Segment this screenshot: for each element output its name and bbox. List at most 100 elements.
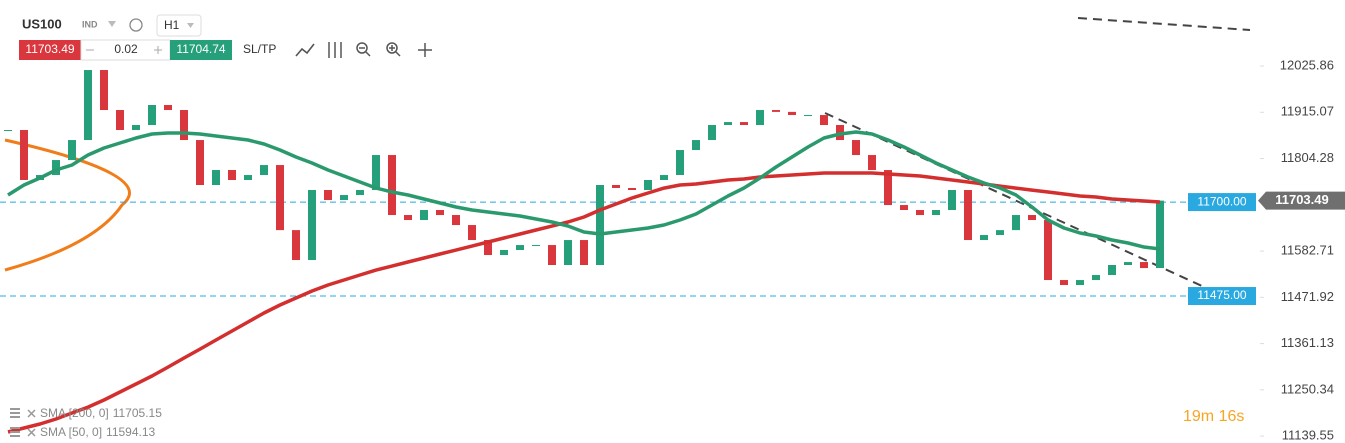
legend-name: SMA [50, 0] — [40, 425, 102, 439]
candle — [676, 150, 684, 176]
candle — [612, 185, 620, 189]
candle — [196, 140, 204, 186]
candle — [1012, 215, 1020, 231]
candle — [436, 210, 444, 216]
sltp-button[interactable]: SL/TP — [243, 42, 276, 56]
candle — [1044, 220, 1052, 281]
price-level-box — [1188, 287, 1256, 306]
candle — [260, 165, 268, 176]
line-icon[interactable] — [295, 43, 315, 57]
y-tick-label: 11915.07 — [1281, 104, 1334, 119]
candle — [692, 140, 700, 151]
trend-line — [1077, 17, 1251, 31]
legend-value: 11705.15 — [113, 406, 162, 420]
candle — [20, 130, 28, 180]
candle — [324, 190, 332, 201]
zoom-in-icon[interactable] — [386, 42, 401, 57]
candle — [996, 230, 1004, 236]
candle — [1124, 262, 1132, 266]
candle — [516, 245, 524, 251]
candle — [340, 195, 348, 201]
candle — [1060, 280, 1068, 286]
timeframe[interactable]: H1 — [164, 18, 180, 32]
candle — [1140, 262, 1148, 269]
candle — [420, 210, 428, 221]
candle — [356, 190, 364, 196]
candle — [1076, 280, 1084, 286]
candle — [212, 170, 220, 186]
candle — [644, 179, 652, 191]
candle — [404, 215, 412, 221]
candle — [580, 240, 588, 266]
candle — [276, 165, 284, 231]
candle — [148, 105, 156, 126]
candle — [820, 115, 828, 126]
legend-icons — [10, 408, 20, 437]
candle — [500, 250, 508, 256]
dropdown-icon — [187, 23, 194, 28]
candle — [116, 110, 124, 131]
candle — [628, 188, 636, 191]
candle — [804, 115, 812, 117]
y-tick-label: 11250.34 — [1281, 381, 1334, 396]
candle — [4, 130, 12, 132]
candle — [1092, 275, 1100, 281]
sma-line — [7, 130, 1161, 251]
candle — [132, 125, 140, 131]
candle — [948, 190, 956, 211]
candle — [292, 230, 300, 261]
candle — [1156, 200, 1164, 269]
candles-icon[interactable] — [328, 42, 342, 58]
legend-name: SMA [200, 0] — [40, 406, 109, 420]
symbol[interactable]: US100 — [22, 16, 62, 31]
buy-button[interactable] — [170, 40, 232, 60]
price-level-box — [1188, 193, 1256, 212]
candle — [660, 175, 668, 180]
buy-price[interactable]: 11704.74 — [176, 42, 225, 56]
instrument-class: IND — [82, 19, 98, 29]
candle — [52, 160, 60, 176]
pan-icon[interactable] — [418, 43, 432, 57]
candle — [100, 70, 108, 111]
candle — [724, 122, 732, 126]
sma-line — [7, 171, 1161, 434]
candle — [84, 70, 92, 141]
lot[interactable]: 0.02 — [114, 42, 138, 56]
candle — [372, 155, 380, 191]
candle — [548, 245, 556, 266]
candle — [708, 125, 716, 141]
candle — [68, 140, 76, 161]
candle — [1028, 215, 1036, 221]
candle — [452, 215, 460, 226]
legend-entry: SMA [50, 0] 11594.13 — [40, 425, 156, 439]
candle-timer: 19m 16s — [1183, 408, 1244, 425]
candle — [740, 122, 748, 126]
y-tick-label: 12025.86 — [1280, 57, 1334, 72]
candle — [180, 110, 188, 141]
candle — [788, 111, 796, 116]
candle — [756, 110, 764, 126]
candle — [244, 175, 252, 180]
timeframe-box[interactable] — [156, 14, 202, 37]
y-tick-label: 11361.13 — [1281, 335, 1334, 350]
candle — [468, 225, 476, 241]
candle — [228, 170, 236, 180]
y-tick-label: 11804.28 — [1281, 150, 1334, 165]
candle — [964, 190, 972, 241]
candle — [596, 185, 604, 266]
candle — [772, 110, 780, 112]
candle — [980, 235, 988, 241]
candle — [164, 105, 172, 111]
price-level-label: 11475.00 — [1197, 288, 1246, 302]
info-icon[interactable] — [129, 18, 143, 32]
candle — [916, 210, 924, 216]
legend-icons[interactable] — [27, 409, 36, 437]
legend-value: 11594.13 — [106, 425, 155, 439]
sell-price[interactable]: 11703.49 — [25, 42, 74, 56]
dropdown-icon[interactable] — [108, 21, 116, 27]
plot — [0, 70, 1188, 434]
zoom-out-icon[interactable] — [356, 42, 371, 57]
candle — [308, 190, 316, 261]
sell-button[interactable] — [19, 40, 81, 60]
